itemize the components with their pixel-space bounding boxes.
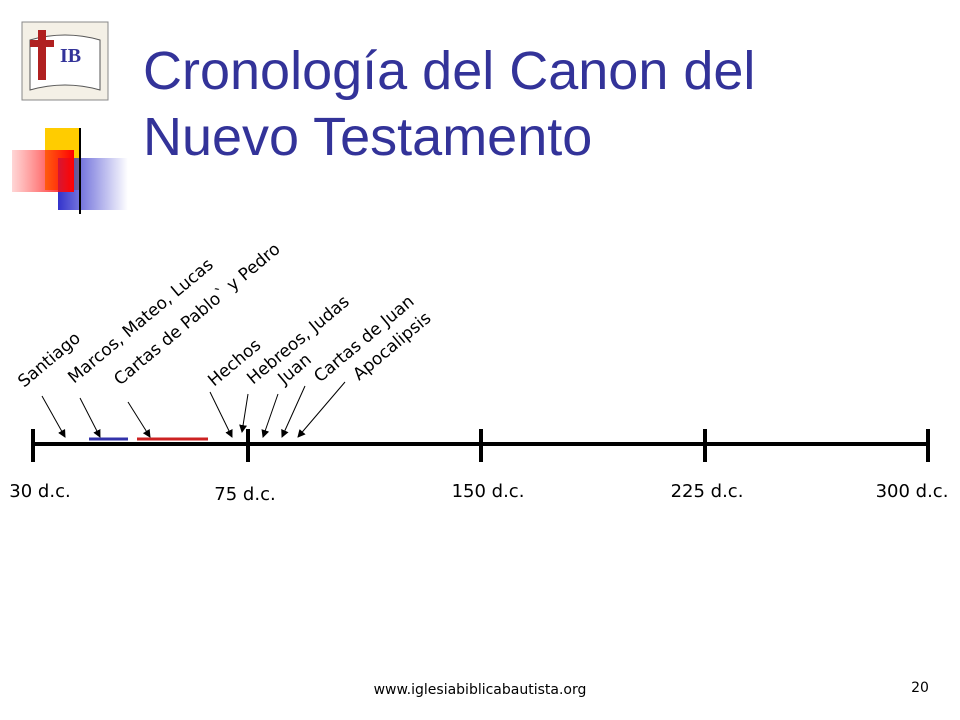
- tick-label: 150 d.c.: [452, 481, 525, 502]
- page-number: 20: [911, 680, 929, 696]
- slide-title: Cronología del Canon del Nuevo Testament…: [143, 41, 756, 167]
- svg-text:IB: IB: [60, 45, 81, 67]
- decor: [12, 150, 74, 192]
- tick-label: 225 d.c.: [671, 481, 744, 502]
- logo: IB: [21, 21, 109, 101]
- event-arrows: [41, 381, 346, 438]
- footer-url: www.iglesiabiblicabautista.org: [374, 682, 587, 698]
- timeline-ticks: [31, 429, 930, 462]
- tick-label: 30 d.c.: [9, 481, 70, 502]
- tick-label: 300 d.c.: [876, 481, 949, 502]
- tick-label: 75 d.c.: [214, 484, 275, 505]
